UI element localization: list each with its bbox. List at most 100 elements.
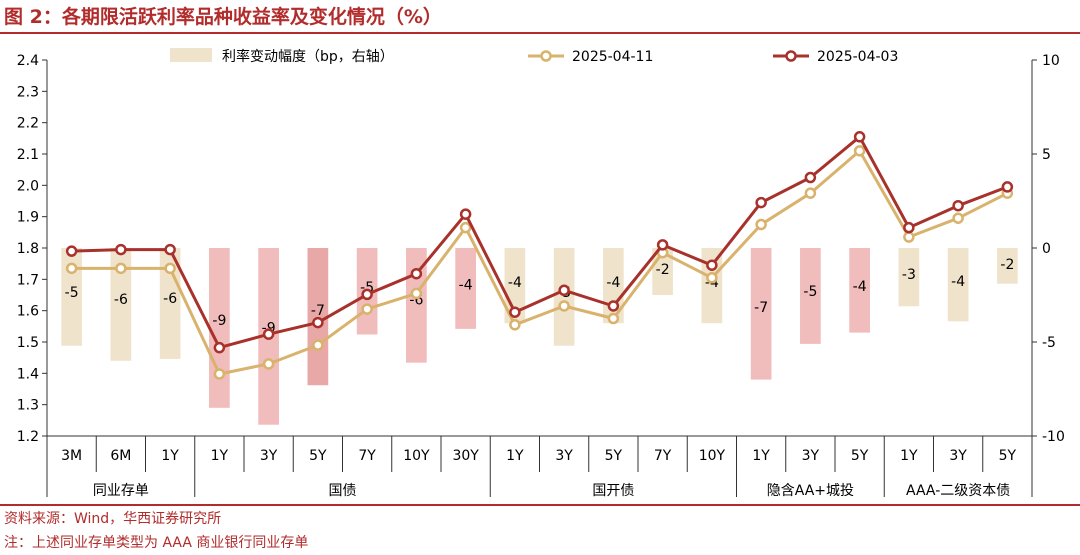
series-point (410, 267, 423, 280)
y-right-tick-label: -5 (1042, 335, 1056, 351)
change-bar (898, 248, 920, 307)
y-right-tick-label: 5 (1042, 147, 1051, 163)
bar-value-label: -4 (951, 274, 965, 290)
series-point (903, 231, 915, 243)
change-bar (209, 248, 230, 408)
series-point (213, 368, 226, 380)
y-right-tick-label: -10 (1042, 429, 1065, 445)
series-point (952, 199, 964, 212)
series-point (459, 208, 472, 220)
legend-bar-label: 利率变动幅度（bp，右轴） (222, 48, 394, 65)
title-rule (0, 32, 1080, 34)
group-label: 隐含AA+城投 (767, 483, 854, 499)
series-point (1001, 181, 1014, 193)
x-tick-label: 6M (110, 448, 131, 464)
x-tick-label: 5Y (309, 448, 327, 464)
series-point (903, 221, 915, 234)
group-label: 同业存单 (93, 483, 149, 499)
series-point (853, 145, 866, 157)
y-left-tick-label: 2.1 (17, 147, 39, 163)
series-point (804, 187, 817, 199)
y-left-tick-label: 1.2 (17, 429, 39, 445)
y-left-tick-label: 1.5 (17, 335, 39, 351)
group-label: AAA-二级资本债 (906, 483, 1010, 499)
series-point (410, 287, 423, 300)
y-left-tick-label: 2.2 (17, 116, 39, 132)
series-point (706, 272, 718, 284)
y-left-tick-label: 2.0 (17, 178, 39, 194)
series-point (755, 196, 767, 209)
footnote: 注：上述同业存单类型为 AAA 商业银行同业存单 (4, 535, 309, 551)
bar-value-label: -4 (459, 277, 473, 293)
x-tick-label: 7Y (358, 448, 376, 464)
group-label: 国债 (329, 483, 357, 499)
y-left-tick-label: 1.4 (17, 366, 39, 382)
series-point (459, 221, 472, 234)
bar-value-label: -4 (606, 275, 620, 291)
series-point (607, 300, 620, 312)
bar-value-label: -5 (65, 285, 79, 301)
series-point (262, 358, 275, 370)
series-point (164, 262, 176, 275)
bar-value-label: -6 (114, 292, 128, 308)
footer-rule (0, 504, 1080, 506)
y-left-tick-label: 1.8 (17, 241, 39, 257)
change-bar (849, 248, 870, 333)
series-point (361, 303, 373, 315)
x-tick-label: 5Y (605, 448, 623, 464)
y-left-tick-label: 1.6 (17, 304, 39, 320)
series-point (558, 284, 570, 297)
series-point (952, 212, 964, 224)
group-label: 国开债 (592, 483, 634, 499)
change-bar (455, 248, 476, 329)
bar-value-label: -7 (311, 303, 325, 319)
bar-value-label: -5 (803, 284, 817, 300)
series-point (509, 306, 521, 318)
x-tick-label: 3Y (949, 448, 967, 464)
series-point (65, 245, 78, 257)
change-bar (110, 248, 132, 361)
change-bar (307, 248, 329, 386)
series-point (804, 171, 817, 184)
series-point (262, 328, 275, 340)
series-point (312, 316, 324, 329)
series-point (853, 131, 866, 143)
x-tick-label: 5Y (999, 448, 1017, 464)
bar-value-label: -9 (212, 313, 226, 329)
x-tick-label: 3Y (802, 448, 820, 464)
bar-value-label: -4 (853, 279, 867, 295)
chart-title: 图 2：各期限活跃利率品种收益率及变化情况（%） (4, 6, 442, 28)
legend-bar-swatch (170, 48, 212, 62)
change-bar (947, 248, 969, 322)
legend-point-swatch (785, 50, 797, 62)
series-point (115, 262, 127, 275)
series-point (312, 339, 324, 351)
x-tick-label: 10Y (699, 448, 726, 464)
change-bar (750, 248, 772, 380)
series-point (65, 262, 78, 275)
series-point (656, 239, 669, 251)
series-point (361, 288, 373, 301)
x-tick-label: 3M (61, 448, 82, 464)
bar-value-label: -2 (656, 262, 670, 278)
x-tick-label: 1Y (506, 448, 524, 464)
y-left-tick-label: 2.4 (17, 53, 39, 69)
y-left-tick-label: 1.3 (17, 398, 39, 414)
series-line (71, 149, 1009, 376)
source-note: 资料来源：Wind，华西证券研究所 (4, 511, 222, 527)
change-bar (997, 248, 1018, 284)
x-tick-label: 3Y (555, 448, 573, 464)
y-left-tick-label: 1.9 (17, 210, 39, 226)
bar-value-label: -3 (902, 267, 916, 283)
x-tick-label: 7Y (654, 448, 672, 464)
y-right-tick-label: 0 (1042, 241, 1051, 257)
y-right-tick-label: 10 (1042, 53, 1060, 69)
series-point (164, 243, 176, 256)
y-left-tick-label: 2.3 (17, 84, 39, 100)
x-tick-label: 5Y (851, 448, 869, 464)
x-tick-label: 30Y (452, 448, 479, 464)
series-point (115, 243, 127, 256)
legend-line-label: 2025-04-03 (817, 49, 898, 65)
bar-value-label: -7 (754, 300, 768, 316)
series-point (213, 341, 226, 354)
